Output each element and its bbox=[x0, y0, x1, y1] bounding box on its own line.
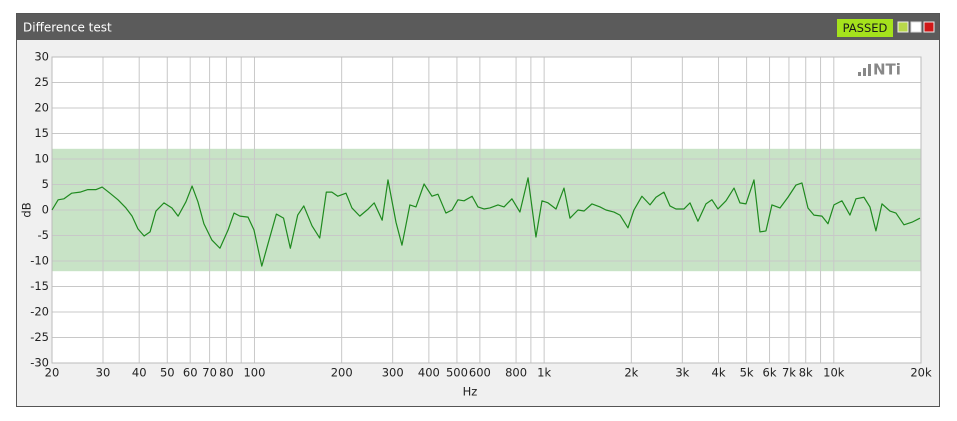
y-tick-label: -10 bbox=[30, 254, 49, 268]
x-tick-label: 60 bbox=[183, 366, 198, 380]
x-tick-label: 500 bbox=[446, 366, 468, 380]
x-tick-label: 600 bbox=[469, 366, 491, 380]
close-button[interactable] bbox=[923, 21, 935, 33]
x-tick-label: 3k bbox=[675, 366, 689, 380]
x-tick-label: 10k bbox=[823, 366, 845, 380]
y-tick-label: 10 bbox=[34, 152, 49, 166]
y-tick-label: -20 bbox=[30, 305, 49, 319]
plot bbox=[51, 56, 922, 364]
logo: NTi bbox=[873, 61, 901, 79]
window-title: Difference test bbox=[23, 21, 112, 35]
y-tick-label: 20 bbox=[34, 101, 49, 115]
y-tick-label: -30 bbox=[30, 356, 49, 370]
title-bar bbox=[17, 14, 939, 40]
x-tick-label: 300 bbox=[382, 366, 404, 380]
y-axis-label: dB bbox=[20, 202, 34, 217]
x-tick-label: 50 bbox=[160, 366, 175, 380]
data-line bbox=[51, 177, 921, 267]
y-tick-label: -15 bbox=[30, 279, 49, 293]
logo-bars bbox=[858, 64, 871, 76]
x-tick-label: 400 bbox=[418, 366, 440, 380]
status-text: PASSED bbox=[843, 21, 888, 35]
x-tick-label: 7k bbox=[782, 366, 796, 380]
x-tick-label: 200 bbox=[331, 366, 353, 380]
x-tick-label: 2k bbox=[624, 366, 638, 380]
restore-button[interactable] bbox=[897, 21, 909, 33]
x-tick-label: 8k bbox=[799, 366, 813, 380]
y-tick-label: 5 bbox=[42, 177, 49, 191]
x-tick-label: 40 bbox=[132, 366, 147, 380]
x-tick-label: 800 bbox=[505, 366, 527, 380]
y-tick-label: -5 bbox=[38, 228, 49, 242]
y-tick-label: 0 bbox=[42, 203, 49, 217]
x-tick-label: 80 bbox=[219, 366, 234, 380]
x-axis-label: Hz bbox=[463, 385, 478, 399]
x-tick-label: 1k bbox=[537, 366, 551, 380]
x-tick-label: 4k bbox=[712, 366, 726, 380]
logo-bar bbox=[868, 64, 871, 76]
y-tick-label: 15 bbox=[34, 126, 49, 140]
y-tick-label: 30 bbox=[34, 50, 49, 64]
x-tick-label: 5k bbox=[740, 366, 754, 380]
x-tick-label: 100 bbox=[243, 366, 265, 380]
x-tick-label: 20k bbox=[910, 366, 932, 380]
maximize-button[interactable] bbox=[910, 21, 922, 33]
y-tick-label: -25 bbox=[30, 330, 49, 344]
status-badge bbox=[837, 19, 893, 37]
x-tick-label: 70 bbox=[202, 366, 217, 380]
x-tick-label: 6k bbox=[763, 366, 777, 380]
x-tick-label: 30 bbox=[96, 366, 111, 380]
logo-bar bbox=[858, 72, 861, 76]
x-tick-label: 20 bbox=[45, 366, 60, 380]
y-tick-label: 25 bbox=[34, 75, 49, 89]
logo-bar bbox=[863, 68, 866, 76]
